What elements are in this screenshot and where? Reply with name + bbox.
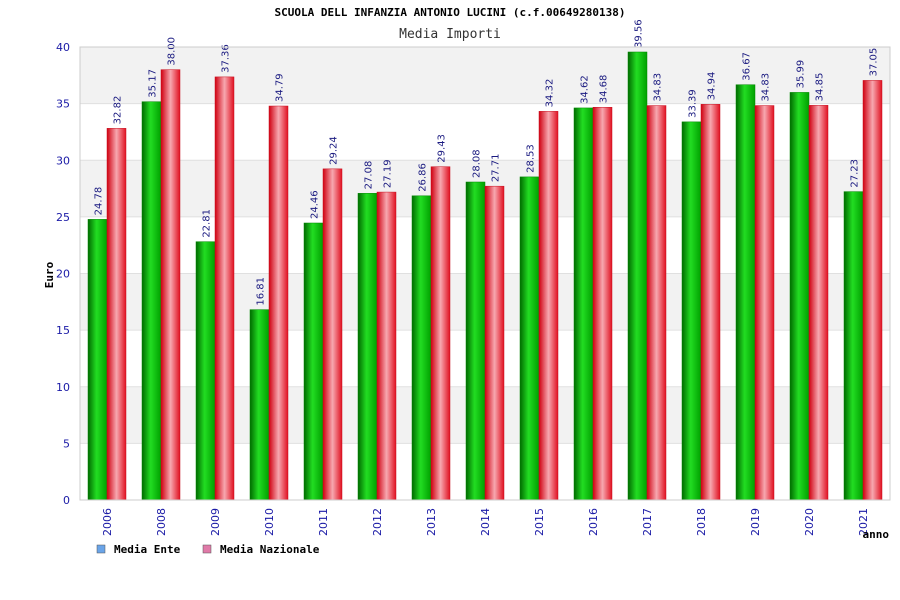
x-tick-label: 2008 <box>155 508 168 536</box>
value-label: 22.81 <box>202 209 213 238</box>
legend: Media Ente Media Nazionale <box>96 543 320 556</box>
bar-media-nazionale-2015 <box>538 111 559 501</box>
bar-media-nazionale-2018 <box>700 104 721 501</box>
value-label: 29.24 <box>329 136 340 165</box>
y-tick-label: 25 <box>56 211 70 224</box>
x-tick-label: 2018 <box>695 508 708 536</box>
value-label: 35.99 <box>796 60 807 89</box>
x-tick-label: 2014 <box>479 508 492 536</box>
value-label: 27.71 <box>491 154 502 183</box>
value-label: 24.46 <box>310 190 321 219</box>
value-label: 37.36 <box>221 44 232 73</box>
plot-frame <box>79 46 891 501</box>
bar-media-nazionale-2009 <box>214 76 235 501</box>
x-tick-label: 2006 <box>101 508 114 536</box>
x-tick-label: 2011 <box>317 508 330 536</box>
x-axis-ticks: 2006 2008 2009 2010 2011 2012 2013 2014 2015 2016… <box>101 508 870 536</box>
value-label: 37.05 <box>869 48 880 77</box>
y-axis-label: Euro <box>43 261 56 288</box>
bar-media-ente-2012 <box>357 193 378 501</box>
x-tick-label: 2021 <box>857 508 870 536</box>
bar-media-nazionale-2008 <box>160 69 181 501</box>
value-label: 34.62 <box>580 75 591 104</box>
y-tick-label: 35 <box>56 98 70 111</box>
value-labels: 24.78 32.82 35.17 38.00 22.81 37.36 16.81 34.79… <box>94 19 880 305</box>
bar-media-ente-2011 <box>303 222 324 501</box>
bar-media-nazionale-2021 <box>862 80 883 501</box>
y-tick-label: 15 <box>56 324 70 337</box>
bar-media-ente-2006 <box>87 219 108 501</box>
bar-media-nazionale-2017 <box>646 105 667 501</box>
bar-media-ente-2019 <box>735 84 756 501</box>
x-tick-label: 2010 <box>263 508 276 536</box>
y-tick-label: 40 <box>56 41 70 54</box>
x-tick-label: 2012 <box>371 508 384 536</box>
y-axis-ticks: 0 5 10 15 20 25 30 35 40 <box>56 41 70 507</box>
value-label: 35.17 <box>148 69 159 98</box>
y-tick-label: 10 <box>56 381 70 394</box>
chart-subtitle: Media Importi <box>399 27 501 42</box>
bars <box>87 51 883 501</box>
value-label: 27.19 <box>383 159 394 188</box>
bar-media-nazionale-2014 <box>484 185 505 501</box>
x-tick-label: 2017 <box>641 508 654 536</box>
bar-media-nazionale-2011 <box>322 168 343 501</box>
bar-media-ente-2021 <box>843 191 864 501</box>
value-label: 32.82 <box>113 96 124 125</box>
chart-title: SCUOLA DELL INFANZIA ANTONIO LUCINI (c.f… <box>275 6 626 19</box>
bar-media-ente-2016 <box>573 107 594 501</box>
value-label: 29.43 <box>437 134 448 163</box>
value-label: 38.00 <box>167 37 178 66</box>
value-label: 27.23 <box>850 159 861 188</box>
x-tick-label: 2020 <box>803 508 816 536</box>
value-label: 16.81 <box>256 277 267 306</box>
bar-media-nazionale-2016 <box>592 106 613 501</box>
bar-media-ente-2020 <box>789 92 810 501</box>
value-label: 27.08 <box>364 161 375 190</box>
value-label: 33.39 <box>688 89 699 118</box>
x-tick-label: 2019 <box>749 508 762 536</box>
y-tick-label: 5 <box>63 437 70 450</box>
value-label: 24.78 <box>94 187 105 216</box>
value-label: 34.32 <box>545 79 556 108</box>
value-label: 28.53 <box>526 144 537 173</box>
legend-label-media-nazionale: Media Nazionale <box>220 543 320 556</box>
bar-media-ente-2015 <box>519 176 540 501</box>
bar-media-ente-2009 <box>195 241 216 501</box>
value-label: 34.83 <box>761 73 772 102</box>
bar-media-ente-2017 <box>627 51 648 501</box>
x-tick-label: 2016 <box>587 508 600 536</box>
bar-media-ente-2018 <box>681 121 702 501</box>
bar-media-ente-2013 <box>411 195 432 501</box>
legend-swatch-media-nazionale <box>202 544 212 554</box>
x-tick-label: 2013 <box>425 508 438 536</box>
bar-media-ente-2014 <box>465 181 486 501</box>
value-label: 39.56 <box>634 19 645 48</box>
bar-media-ente-2008 <box>141 101 162 501</box>
x-tick-label: 2015 <box>533 508 546 536</box>
value-label: 34.68 <box>599 75 610 104</box>
bar-media-nazionale-2013 <box>430 166 451 501</box>
value-label: 34.83 <box>653 73 664 102</box>
bar-media-ente-2010 <box>249 309 270 501</box>
bar-media-nazionale-2020 <box>808 105 829 501</box>
x-axis-label: anno <box>863 528 890 541</box>
bar-media-nazionale-2019 <box>754 105 775 501</box>
legend-label-media-ente: Media Ente <box>114 543 181 556</box>
bar-media-nazionale-2012 <box>376 191 397 501</box>
y-tick-label: 30 <box>56 154 70 167</box>
value-label: 34.85 <box>815 73 826 102</box>
value-label: 28.08 <box>472 149 483 178</box>
y-tick-label: 20 <box>56 268 70 281</box>
value-label: 36.67 <box>742 52 753 81</box>
legend-swatch-media-ente <box>96 544 106 554</box>
value-label: 34.94 <box>707 72 718 101</box>
bar-media-nazionale-2010 <box>268 105 289 501</box>
y-tick-label: 0 <box>63 494 70 507</box>
value-label: 26.86 <box>418 163 429 192</box>
bar-media-nazionale-2006 <box>106 128 127 501</box>
x-tick-label: 2009 <box>209 508 222 536</box>
value-label: 34.79 <box>275 73 286 102</box>
